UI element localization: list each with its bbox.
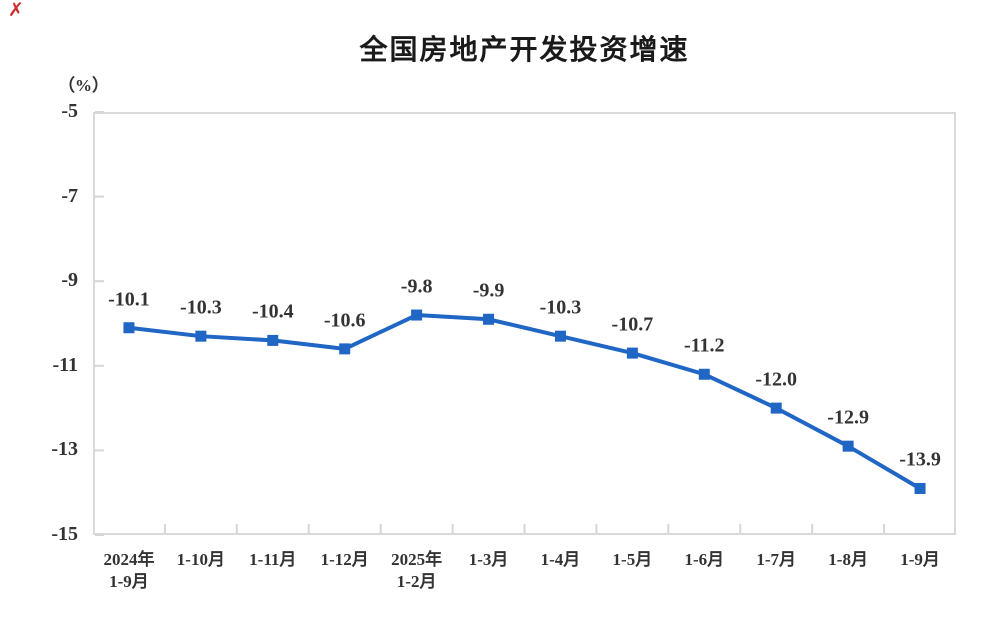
data-point-label: -10.3 [180,296,222,319]
data-point-label: -10.7 [611,313,654,336]
data-point-label: -11.2 [684,334,725,357]
data-point-marker [554,330,566,342]
data-point-label: -10.4 [251,300,294,323]
x-axis-tick-label: 1-6月 [684,550,725,569]
chart-title: 全国房地产开发投资增速 [359,34,690,65]
data-point-marker [123,322,135,334]
x-axis-tick-label: 1-11月 [249,550,297,569]
x-axis-tick-label: 1-10月 [176,550,225,569]
data-point-label: -9.8 [400,275,433,298]
y-axis-tick-label: -9 [61,269,78,292]
y-axis-tick-label: -7 [61,184,78,207]
data-point-label: -13.9 [899,448,941,471]
y-axis-tick-label: -5 [61,100,78,123]
data-point-marker [914,482,926,494]
y-axis-tick-label: -11 [52,353,78,376]
data-point-marker [842,440,854,452]
data-point-marker [698,368,710,380]
data-point-label: -10.3 [539,296,582,319]
data-point-marker [195,330,207,342]
data-point-marker [267,334,279,346]
data-point-label: -12.0 [755,368,798,391]
data-point-marker [339,343,351,355]
data-point-marker [770,402,782,414]
y-axis-tick-label: -15 [51,523,78,546]
x-axis-tick-label: 2024年 1-9月 [103,550,155,591]
x-axis-tick-label: 1-5月 [612,550,653,569]
data-point-label: -12.9 [827,406,869,429]
x-axis-tick-label: 1-3月 [468,550,509,569]
data-point-label: -10.6 [323,309,366,332]
data-point-marker [483,313,495,325]
x-axis-tick-label: 1-12月 [320,550,369,569]
y-axis-unit-label: （%） [58,76,109,95]
data-point-marker [626,347,638,359]
red-x-icon: ✗ [8,0,24,21]
y-axis-tick-label: -13 [51,438,78,461]
plot-area [93,112,956,535]
data-series-line [126,313,923,491]
x-axis-tick-label: 1-4月 [540,550,581,569]
x-axis-tick-label: 1-8月 [828,550,868,569]
data-point-label: -10.1 [108,288,150,311]
x-axis-tick-label: 2025年 1-2月 [391,550,443,591]
data-point-marker [411,309,423,321]
data-point-label: -9.9 [472,279,505,302]
x-axis-tick-label: 1-7月 [756,550,797,569]
x-axis-tick-label: 1-9月 [900,550,940,569]
